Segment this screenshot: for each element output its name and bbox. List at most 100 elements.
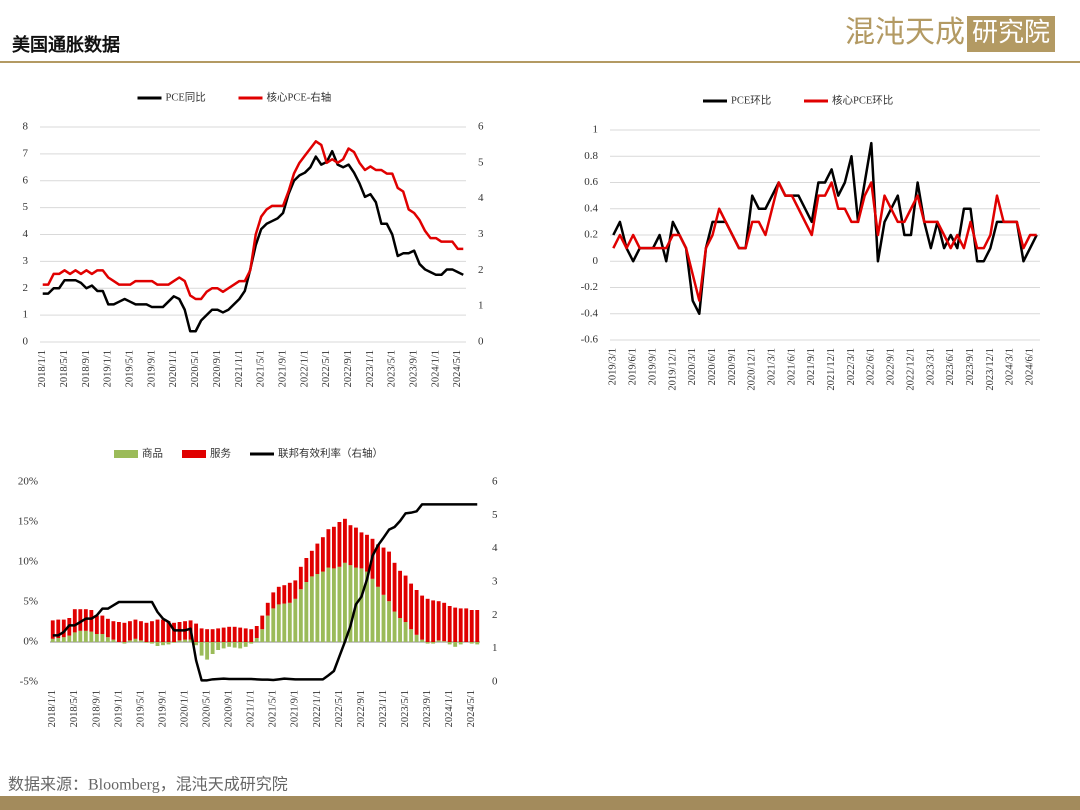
bar-segment bbox=[221, 642, 226, 649]
bar-segment bbox=[425, 598, 430, 642]
bar-segment bbox=[260, 629, 265, 642]
y2-tick-label: 3 bbox=[492, 576, 498, 588]
legend-label: 核心PCE-右轴 bbox=[267, 90, 332, 103]
x-tick-label: 2024/5/1 bbox=[466, 690, 477, 727]
bar-segment bbox=[387, 551, 391, 602]
bar-segment bbox=[61, 637, 66, 642]
legend-label: PCE环比 bbox=[731, 93, 771, 106]
bar-segment bbox=[365, 571, 369, 642]
bar-segment bbox=[320, 537, 325, 572]
bar-segment bbox=[183, 639, 187, 642]
bar-segment bbox=[436, 640, 441, 642]
y-tick-label: 15% bbox=[18, 516, 38, 528]
y-tick-label: 0.8 bbox=[584, 150, 598, 162]
y-tick-label: 5 bbox=[23, 201, 29, 213]
y-tick-label: 6 bbox=[23, 174, 29, 186]
x-tick-label: 2020/1/1 bbox=[179, 690, 190, 727]
x-tick-label: 2024/3/1 bbox=[1005, 348, 1016, 385]
bar-segment bbox=[254, 626, 259, 638]
x-tick-label: 2020/9/1 bbox=[727, 348, 738, 385]
x-tick-label: 2019/5/1 bbox=[125, 350, 136, 387]
x-tick-label: 2020/5/1 bbox=[202, 690, 213, 727]
bar-segment bbox=[205, 629, 210, 642]
bar-segment bbox=[315, 543, 320, 574]
bar-segment bbox=[431, 600, 436, 642]
bar-segment bbox=[420, 639, 425, 642]
bar-segment bbox=[348, 565, 353, 642]
x-tick-label: 2022/1/1 bbox=[312, 690, 323, 727]
bar-segment bbox=[210, 642, 215, 654]
bar-segment bbox=[392, 562, 397, 612]
bar-segment bbox=[398, 570, 402, 618]
bar-segment bbox=[249, 642, 254, 644]
x-tick-label: 2023/3/1 bbox=[925, 348, 936, 385]
x-tick-label: 2022/12/1 bbox=[905, 348, 916, 391]
bar-segment bbox=[116, 622, 121, 642]
logo-text: 混沌天成 bbox=[845, 16, 965, 49]
x-tick-label: 2019/12/1 bbox=[667, 348, 678, 391]
x-tick-label: 2019/5/1 bbox=[135, 690, 146, 727]
legend-swatch bbox=[114, 450, 138, 458]
bar-segment bbox=[381, 547, 386, 595]
x-tick-label: 2019/9/1 bbox=[157, 690, 168, 727]
bar-segment bbox=[287, 582, 292, 603]
bar-segment bbox=[150, 642, 154, 644]
legend-label: PCE同比 bbox=[166, 90, 206, 103]
bar-segment bbox=[128, 621, 132, 641]
y-tick-label: -5% bbox=[20, 676, 38, 688]
legend-label: 服务 bbox=[210, 446, 231, 459]
bar-segment bbox=[166, 642, 171, 645]
bar-segment bbox=[89, 610, 94, 632]
bar-segment bbox=[293, 598, 298, 642]
x-tick-label: 2022/3/1 bbox=[846, 348, 857, 385]
bar-segment bbox=[414, 590, 419, 635]
logo-box-text: 研究院 bbox=[972, 18, 1050, 47]
y-tick-label: -0.2 bbox=[581, 281, 598, 293]
y2-tick-label: 3 bbox=[478, 228, 484, 240]
x-tick-label: 2019/1/1 bbox=[113, 690, 124, 727]
bar-segment bbox=[337, 566, 342, 642]
x-tick-label: 2023/6/1 bbox=[945, 348, 956, 385]
y-tick-label: 1 bbox=[23, 309, 29, 321]
bar-segment bbox=[276, 604, 281, 642]
bar-segment bbox=[144, 622, 149, 642]
legend-label: 联邦有效利率（右轴） bbox=[278, 446, 383, 459]
bar-segment bbox=[458, 608, 463, 642]
x-tick-label: 2023/1/1 bbox=[365, 350, 376, 387]
bar-segment bbox=[100, 615, 105, 634]
bar-segment bbox=[348, 525, 353, 566]
page-title: 美国通胀数据 bbox=[12, 34, 120, 55]
x-tick-label: 2023/12/1 bbox=[985, 348, 996, 391]
y-tick-label: 8 bbox=[23, 121, 29, 133]
x-tick-label: 2024/1/1 bbox=[444, 690, 455, 727]
logo-box bbox=[967, 16, 1055, 52]
x-tick-label: 2019/6/1 bbox=[628, 348, 639, 385]
bar-segment bbox=[376, 586, 380, 642]
bar-segment bbox=[133, 619, 138, 639]
bar-segment bbox=[72, 609, 77, 633]
bar-segment bbox=[420, 595, 425, 640]
bar-segment bbox=[403, 622, 408, 642]
bar-segment bbox=[122, 622, 127, 642]
bar-segment bbox=[271, 608, 276, 642]
bar-segment bbox=[210, 629, 215, 642]
bar-segment bbox=[144, 642, 149, 643]
x-tick-label: 2022/9/1 bbox=[886, 348, 897, 385]
x-tick-label: 2023/5/1 bbox=[387, 350, 398, 387]
bar-segment bbox=[475, 610, 480, 642]
x-tick-label: 2021/9/1 bbox=[277, 350, 288, 387]
y2-tick-label: 4 bbox=[478, 192, 484, 204]
bar-segment bbox=[232, 642, 237, 648]
legend-label: 商品 bbox=[142, 446, 163, 459]
bar-segment bbox=[100, 634, 105, 642]
x-tick-label: 2021/9/1 bbox=[806, 348, 817, 385]
y2-tick-label: 6 bbox=[478, 121, 484, 133]
bar-segment bbox=[199, 642, 204, 656]
bar-segment bbox=[172, 622, 176, 642]
bar-segment bbox=[409, 629, 414, 642]
bar-segment bbox=[271, 592, 276, 609]
bar-segment bbox=[161, 642, 165, 646]
y-tick-label: 10% bbox=[18, 556, 38, 568]
bar-segment bbox=[331, 526, 336, 569]
